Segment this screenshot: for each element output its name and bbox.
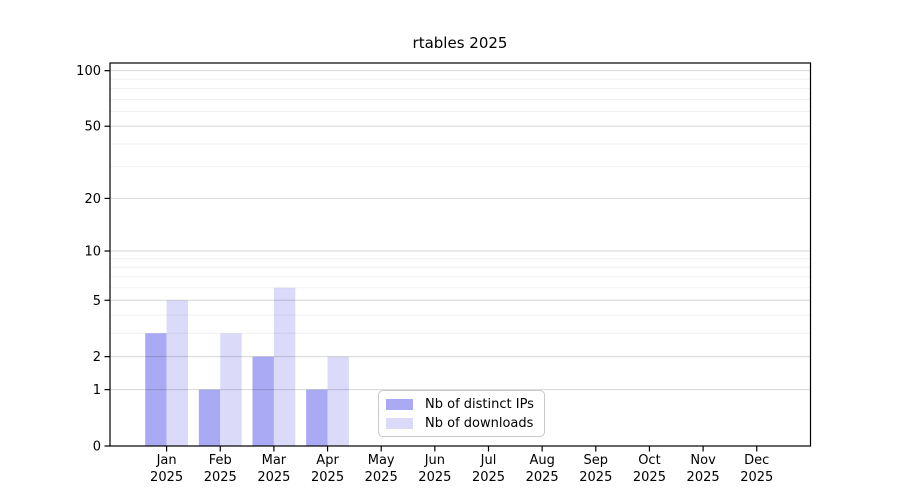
y-tick-label: 10	[84, 244, 101, 259]
x-tick-label: Jul 2025	[472, 453, 505, 485]
legend: Nb of distinct IPs Nb of downloads	[378, 390, 545, 437]
y-tick-label: 1	[93, 383, 101, 398]
x-tick-label: Oct 2025	[633, 453, 666, 485]
x-tick-label: Apr 2025	[311, 453, 344, 485]
legend-label: Nb of downloads	[425, 415, 534, 431]
y-tick-label: 0	[93, 440, 101, 455]
bar-downloads-jan	[166, 300, 188, 446]
x-tick-label: Dec 2025	[740, 453, 773, 485]
bar-distinct-ips-mar	[252, 356, 274, 446]
x-tick-label: Jan 2025	[150, 453, 183, 485]
y-tick-label: 20	[84, 192, 101, 207]
x-tick-label: Aug 2025	[526, 453, 559, 485]
bar-downloads-apr	[327, 356, 349, 446]
x-tick-label: Jun 2025	[418, 453, 451, 485]
legend-label: Nb of distinct IPs	[425, 396, 534, 412]
chart-title: rtables 2025	[412, 34, 508, 52]
bar-distinct-ips-apr	[306, 389, 328, 446]
bar-distinct-ips-jan	[145, 333, 167, 446]
bar-downloads-mar	[273, 287, 296, 446]
x-tick-label: Nov 2025	[687, 453, 720, 485]
x-tick-label: Sep 2025	[579, 453, 612, 485]
x-tick-label: Mar 2025	[257, 453, 290, 485]
bar-distinct-ips-feb	[198, 389, 221, 446]
legend-item: Nb of downloads	[386, 416, 544, 431]
legend-swatch-downloads	[386, 417, 413, 429]
y-tick-label: 2	[93, 350, 101, 365]
x-tick-label: Feb 2025	[204, 453, 237, 485]
x-tick-label: May 2025	[365, 453, 398, 485]
legend-item: Nb of distinct IPs	[386, 397, 544, 412]
plot-border	[109, 62, 812, 447]
bar-downloads-feb	[220, 333, 242, 446]
y-tick-label: 50	[84, 120, 101, 135]
legend-swatch-distinct-ips	[386, 398, 413, 410]
y-tick-label: 5	[93, 294, 101, 309]
y-tick-label: 100	[76, 64, 101, 79]
